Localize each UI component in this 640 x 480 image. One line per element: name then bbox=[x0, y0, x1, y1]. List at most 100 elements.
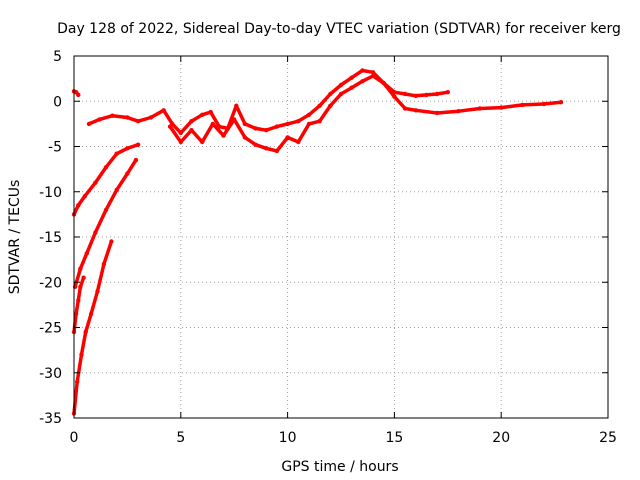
data-point-main-upper bbox=[189, 119, 194, 124]
data-point-pass-b bbox=[103, 207, 109, 213]
data-point-main-upper bbox=[296, 119, 301, 124]
data-point-pass-a bbox=[114, 151, 119, 156]
y-tick-label: 0 bbox=[53, 94, 62, 110]
data-point-main-upper bbox=[208, 109, 213, 115]
data-point-main-upper bbox=[434, 91, 440, 97]
data-point-main-upper bbox=[306, 112, 312, 118]
data-point-main-lower bbox=[360, 79, 365, 84]
series-pass-c bbox=[72, 239, 114, 416]
data-point-main-lower bbox=[456, 109, 461, 114]
data-point-main-upper bbox=[86, 121, 92, 127]
data-point-main-lower bbox=[349, 85, 354, 90]
data-point-pass-b bbox=[93, 230, 98, 235]
data-point-main-lower bbox=[317, 119, 322, 124]
data-point-main-lower bbox=[167, 124, 173, 129]
data-point-pass-c bbox=[79, 352, 84, 357]
data-point-main-lower bbox=[328, 103, 333, 109]
data-point-main-lower bbox=[381, 80, 386, 86]
data-point-main-lower bbox=[200, 139, 205, 145]
series-layer bbox=[71, 68, 564, 416]
data-point-pass-d bbox=[73, 311, 79, 317]
data-point-main-upper bbox=[338, 82, 344, 88]
data-point-main-upper bbox=[349, 75, 354, 80]
data-point-pass-a bbox=[93, 180, 98, 185]
data-point-main-lower bbox=[413, 108, 418, 113]
data-point-pass-a bbox=[76, 203, 81, 208]
data-point-main-lower bbox=[338, 91, 344, 97]
x-axis-label: GPS time / hours bbox=[281, 459, 398, 475]
data-point-main-upper bbox=[285, 121, 290, 127]
data-point-pass-a bbox=[82, 194, 87, 199]
data-point-pass-c bbox=[101, 261, 107, 267]
data-point-pass-b bbox=[125, 171, 130, 176]
data-point-main-lower bbox=[558, 100, 564, 105]
data-point-main-upper bbox=[242, 121, 248, 127]
data-point-main-upper bbox=[317, 103, 322, 109]
data-point-pass-e bbox=[76, 92, 81, 98]
data-point-main-upper bbox=[424, 92, 429, 98]
data-point-main-lower bbox=[232, 117, 237, 122]
data-point-main-lower bbox=[306, 121, 312, 127]
data-point-main-lower bbox=[392, 94, 397, 99]
data-point-pass-b bbox=[133, 157, 139, 163]
data-point-main-lower bbox=[210, 121, 215, 127]
data-point-main-lower bbox=[285, 135, 290, 140]
data-point-pass-d bbox=[81, 275, 86, 280]
data-point-main-upper bbox=[360, 68, 365, 73]
x-tick-label: 5 bbox=[176, 430, 185, 446]
data-point-main-lower bbox=[242, 135, 248, 140]
chart-title: Day 128 of 2022, Sidereal Day-to-day VTE… bbox=[57, 21, 621, 37]
data-point-main-upper bbox=[234, 103, 239, 109]
data-point-pass-c bbox=[75, 379, 80, 384]
y-tick-label: -35 bbox=[39, 411, 62, 427]
data-point-main-lower bbox=[434, 110, 440, 116]
data-point-main-upper bbox=[328, 91, 333, 97]
data-point-main-lower bbox=[296, 139, 301, 145]
tick-layer: 0 5 10 15 20 25 5 0 -5 -10 -15 -20 -25 -30 -35 bbox=[39, 49, 617, 446]
data-point-main-lower bbox=[520, 102, 525, 108]
data-point-pass-c bbox=[83, 329, 88, 335]
data-point-main-upper bbox=[413, 93, 418, 99]
data-point-pass-b bbox=[78, 266, 83, 271]
y-axis-label: SDTVAR / TECUs bbox=[7, 180, 23, 295]
data-point-main-upper bbox=[161, 108, 166, 113]
data-point-main-lower bbox=[499, 105, 504, 110]
data-point-pass-a bbox=[125, 146, 130, 151]
data-point-main-lower bbox=[264, 146, 269, 151]
x-tick-label: 20 bbox=[492, 430, 510, 446]
data-point-main-upper bbox=[370, 70, 376, 75]
data-point-main-upper bbox=[125, 115, 130, 120]
y-tick-label: -15 bbox=[39, 230, 62, 246]
data-point-main-upper bbox=[178, 130, 183, 136]
data-point-main-upper bbox=[200, 112, 205, 118]
data-point-pass-a bbox=[103, 165, 109, 170]
data-point-main-upper bbox=[97, 117, 102, 122]
data-point-main-lower bbox=[189, 128, 194, 133]
data-point-pass-b bbox=[84, 251, 90, 256]
y-tick-label: -25 bbox=[39, 321, 62, 337]
y-tick-label: 5 bbox=[53, 49, 62, 65]
x-tick-label: 15 bbox=[385, 430, 403, 446]
data-point-main-lower bbox=[541, 101, 547, 107]
y-tick-label: -10 bbox=[39, 185, 62, 201]
x-tick-label: 25 bbox=[599, 430, 617, 446]
data-point-main-lower bbox=[370, 73, 376, 79]
data-point-main-upper bbox=[264, 128, 269, 133]
data-point-main-upper bbox=[148, 115, 154, 120]
data-point-pass-d bbox=[78, 284, 83, 289]
series-pass-b bbox=[73, 158, 138, 289]
data-point-main-lower bbox=[253, 142, 258, 147]
data-point-pass-c bbox=[95, 289, 100, 294]
data-point-main-lower bbox=[178, 139, 183, 145]
data-point-main-upper bbox=[274, 124, 280, 129]
data-point-main-upper bbox=[135, 119, 141, 124]
y-tick-label: -5 bbox=[48, 140, 62, 156]
data-point-pass-a bbox=[135, 142, 141, 147]
data-point-pass-c bbox=[88, 311, 94, 317]
data-point-pass-b bbox=[114, 187, 119, 193]
data-point-main-lower bbox=[274, 148, 280, 154]
x-tick-label: 0 bbox=[70, 430, 79, 446]
data-point-main-upper bbox=[253, 126, 258, 131]
